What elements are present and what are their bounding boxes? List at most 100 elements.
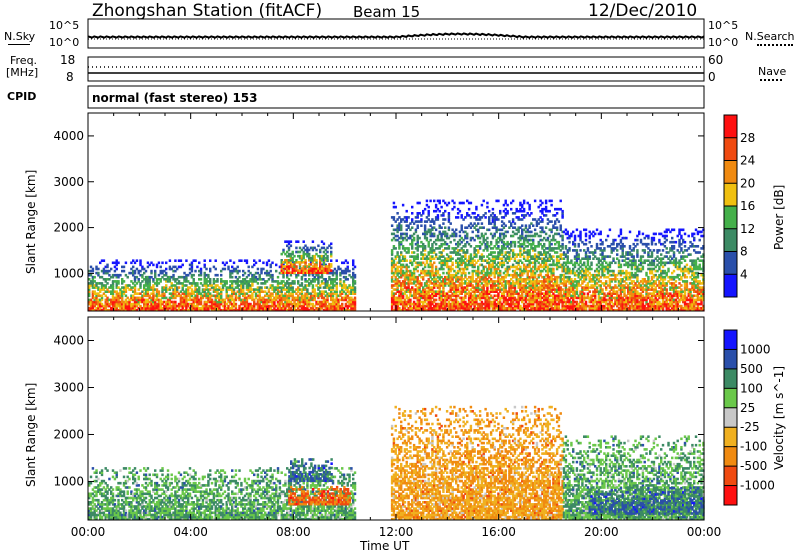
heatmap-cell bbox=[464, 288, 467, 291]
heatmap-cell bbox=[458, 296, 462, 300]
heatmap-cell bbox=[462, 300, 465, 304]
heatmap-cell bbox=[499, 304, 502, 308]
heatmap-cell bbox=[102, 259, 106, 262]
heatmap-cell bbox=[146, 304, 150, 308]
heatmap-cell bbox=[555, 294, 559, 298]
heatmap-cell bbox=[467, 302, 471, 306]
heatmap-cell bbox=[315, 273, 318, 277]
heatmap-cell bbox=[313, 275, 316, 279]
heatmap-cell bbox=[420, 284, 423, 287]
heatmap-cell bbox=[497, 286, 500, 289]
heatmap-cell bbox=[486, 294, 489, 298]
heatmap-cell bbox=[482, 278, 485, 281]
heatmap-cell bbox=[508, 308, 511, 312]
heatmap-cell bbox=[328, 263, 331, 266]
heatmap-cell bbox=[243, 308, 247, 312]
heatmap-cell bbox=[466, 214, 469, 217]
heatmap-cell bbox=[447, 245, 451, 248]
heatmap-cell bbox=[409, 306, 412, 310]
heatmap-cell bbox=[128, 306, 131, 310]
heatmap-cell bbox=[510, 207, 513, 211]
heatmap-cell bbox=[273, 280, 276, 283]
heatmap-cell bbox=[304, 300, 307, 304]
heatmap-cell bbox=[484, 294, 487, 298]
heatmap-cell bbox=[287, 302, 291, 306]
heatmap-cell bbox=[462, 304, 465, 308]
heatmap-cell bbox=[106, 282, 109, 285]
heatmap-cell bbox=[155, 302, 159, 306]
heatmap-cell bbox=[286, 254, 289, 258]
heatmap-cell bbox=[188, 298, 192, 302]
heatmap-cell bbox=[221, 300, 225, 304]
heatmap-cell bbox=[137, 278, 140, 281]
heatmap-cell bbox=[231, 284, 234, 287]
nsearch-tick-top: 10^5 bbox=[708, 19, 739, 32]
heatmap-cell bbox=[141, 265, 144, 269]
heatmap-cell bbox=[311, 284, 315, 287]
heatmap-cell bbox=[128, 302, 131, 306]
heatmap-cell bbox=[287, 300, 291, 304]
heatmap-cell bbox=[445, 232, 449, 236]
heatmap-cell bbox=[414, 278, 418, 281]
heatmap-cell bbox=[139, 308, 142, 312]
heatmap-cell bbox=[291, 265, 294, 268]
heatmap-cell bbox=[456, 271, 460, 275]
heatmap-cell bbox=[181, 306, 184, 310]
heatmap-cell bbox=[495, 228, 498, 232]
heatmap-cell bbox=[324, 269, 327, 272]
heatmap-cell bbox=[449, 265, 452, 269]
heatmap-cell bbox=[220, 273, 223, 277]
heatmap-cell bbox=[344, 294, 348, 298]
heatmap-cell bbox=[499, 306, 502, 310]
heatmap-cell bbox=[403, 304, 407, 308]
heatmap-cell bbox=[530, 230, 533, 234]
heatmap-cell bbox=[172, 284, 175, 287]
heatmap-cell bbox=[302, 273, 305, 277]
heatmap-cell bbox=[524, 224, 528, 227]
heatmap-cell bbox=[524, 269, 528, 273]
heatmap-cell bbox=[352, 282, 355, 285]
heatmap-cell bbox=[353, 306, 357, 310]
heatmap-cell bbox=[298, 271, 302, 274]
heatmap-cell bbox=[559, 249, 562, 252]
heatmap-cell bbox=[480, 306, 484, 310]
heatmap-cell bbox=[466, 292, 469, 295]
heatmap-cell bbox=[433, 220, 436, 223]
heatmap-cell bbox=[544, 306, 548, 310]
heatmap-cell bbox=[132, 304, 135, 308]
heatmap-cell bbox=[543, 300, 546, 304]
heatmap-cell bbox=[324, 263, 327, 267]
heatmap-cell bbox=[449, 269, 452, 273]
heatmap-cell bbox=[322, 271, 326, 274]
heatmap-cell bbox=[533, 255, 537, 258]
heatmap-cell bbox=[427, 300, 430, 304]
heatmap-cell bbox=[530, 273, 533, 277]
heatmap-cell bbox=[491, 288, 495, 291]
heatmap-cell bbox=[265, 292, 269, 295]
heatmap-cell bbox=[521, 273, 524, 277]
heatmap-cell bbox=[506, 280, 509, 283]
heatmap-cell bbox=[455, 278, 458, 281]
heatmap-cell bbox=[462, 290, 465, 293]
heatmap-cell bbox=[115, 275, 118, 279]
heatmap-cell bbox=[504, 267, 507, 271]
heatmap-cell bbox=[420, 261, 423, 265]
heatmap-cell bbox=[541, 306, 544, 310]
heatmap-cell bbox=[144, 288, 148, 291]
heatmap-cell bbox=[440, 267, 443, 271]
heatmap-cell bbox=[143, 288, 146, 291]
heatmap-cell bbox=[508, 259, 511, 262]
heatmap-cell bbox=[530, 234, 533, 238]
heatmap-cell bbox=[526, 265, 529, 269]
heatmap-cell bbox=[515, 304, 518, 308]
heatmap-cell bbox=[486, 247, 489, 250]
heatmap-cell bbox=[302, 304, 305, 308]
heatmap-cell bbox=[405, 296, 408, 300]
heatmap-cell bbox=[445, 253, 449, 256]
heatmap-cell bbox=[168, 296, 172, 300]
heatmap-cell bbox=[311, 254, 315, 258]
heatmap-cell bbox=[192, 273, 195, 277]
heatmap-cell bbox=[539, 265, 542, 269]
heatmap-cell bbox=[436, 207, 440, 211]
heatmap-cell bbox=[245, 300, 249, 304]
